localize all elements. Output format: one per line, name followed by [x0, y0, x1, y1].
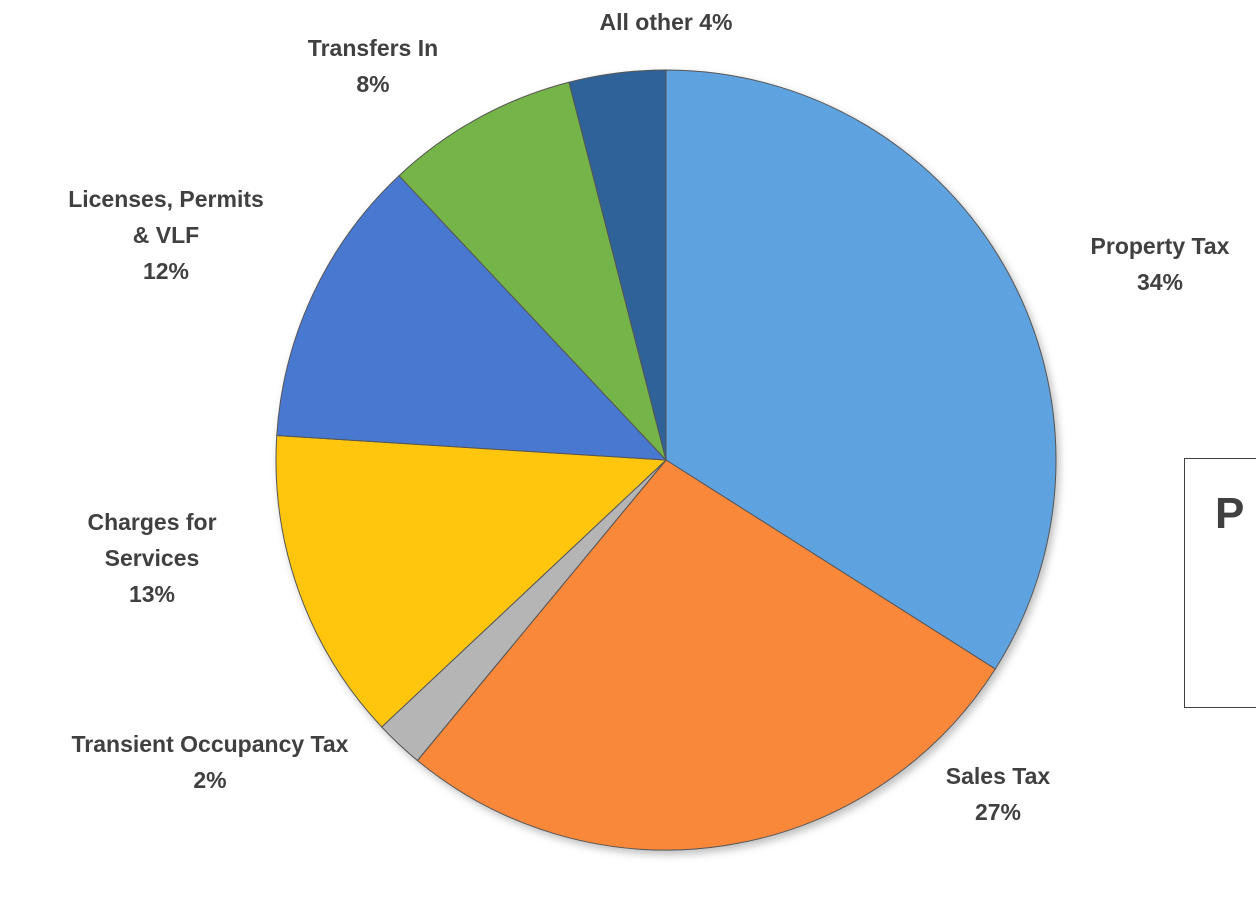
pie-label-line: Transfers In [308, 35, 438, 61]
pie-slice-0 [665, 69, 1057, 670]
pie-label-line: Transient Occupancy Tax [72, 731, 349, 757]
pie-slice-3 [275, 434, 668, 728]
pie-label-4: Licenses, Permits & VLF 12% [68, 186, 264, 284]
pie-label-line: Sales Tax [946, 763, 1051, 789]
pie-label-3: Charges for Services 13% [87, 509, 216, 607]
pie-label-line: 8% [356, 71, 389, 97]
pie-label-line: Property Tax [1091, 233, 1230, 259]
pie-label-line: All other 4% [600, 9, 733, 35]
pie-label-line: 2% [193, 767, 226, 793]
pie-label-2: Transient Occupancy Tax 2% [72, 731, 349, 793]
pie-label-line: Charges for [87, 509, 216, 535]
pie-label-line: 13% [129, 581, 175, 607]
pie-label-5: Transfers In 8% [308, 35, 438, 97]
pie-label-6: All other 4% [600, 9, 733, 35]
pie-slice-6 [568, 69, 667, 461]
pie-slice-1 [416, 459, 996, 851]
pie-slice-4 [276, 174, 668, 461]
pie-label-line: & VLF [133, 222, 199, 248]
pie-label-line: Services [105, 545, 200, 571]
pie-label-line: Licenses, Permits [68, 186, 264, 212]
pie-label-0: Property Tax 34% [1091, 233, 1230, 295]
side-text-box: P [1184, 458, 1256, 708]
pie-label-line: 12% [143, 258, 189, 284]
pie-slices [275, 69, 1057, 851]
side-text-box-letter: P [1215, 489, 1245, 538]
pie-slice-5 [398, 81, 667, 461]
pie-labels: Property Tax 34% Sales Tax 27% Transient Occ… [68, 9, 1229, 825]
pie-label-line: 34% [1137, 269, 1183, 295]
pie-label-1: Sales Tax 27% [946, 763, 1051, 825]
pie-label-line: 27% [975, 799, 1021, 825]
